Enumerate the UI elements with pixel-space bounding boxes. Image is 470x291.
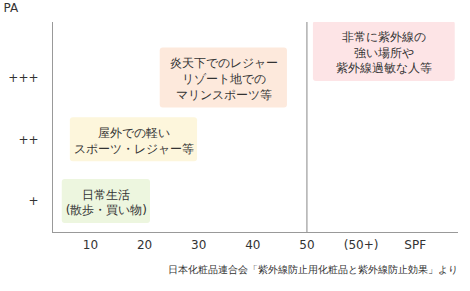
svg-text:PA: PA (4, 1, 19, 15)
svg-text:40: 40 (245, 238, 260, 252)
svg-text:20: 20 (137, 238, 152, 252)
svg-text:30: 30 (191, 238, 206, 252)
svg-text:SPF: SPF (404, 238, 426, 252)
html-text:日本化粧品連合会「紫外線防止用化粧品と紫外線防止効果」より: 日本化粧品連合会「紫外線防止用化粧品と紫外線防止効果」より (168, 264, 458, 275)
svg-text:+: + (28, 194, 38, 208)
svg-text:屋外での軽いスポーツ・レジャー等: 屋外での軽いスポーツ・レジャー等 (74, 126, 194, 156)
svg-text:50: 50 (299, 238, 314, 252)
svg-text:+++: +++ (8, 71, 38, 85)
svg-text:日常生活(散歩・買い物): 日常生活(散歩・買い物) (66, 188, 147, 218)
svg-text:++: ++ (18, 133, 38, 147)
svg-text:10: 10 (83, 238, 98, 252)
svg-text:炎天下でのレジャーリゾート地でのマリンスポーツ等: 炎天下でのレジャーリゾート地でのマリンスポーツ等 (170, 56, 278, 101)
svg-text:非常に紫外線の強い場所や紫外線過敏な人等: 非常に紫外線の強い場所や紫外線過敏な人等 (336, 30, 432, 75)
svg-text:(50+): (50+) (344, 238, 379, 252)
